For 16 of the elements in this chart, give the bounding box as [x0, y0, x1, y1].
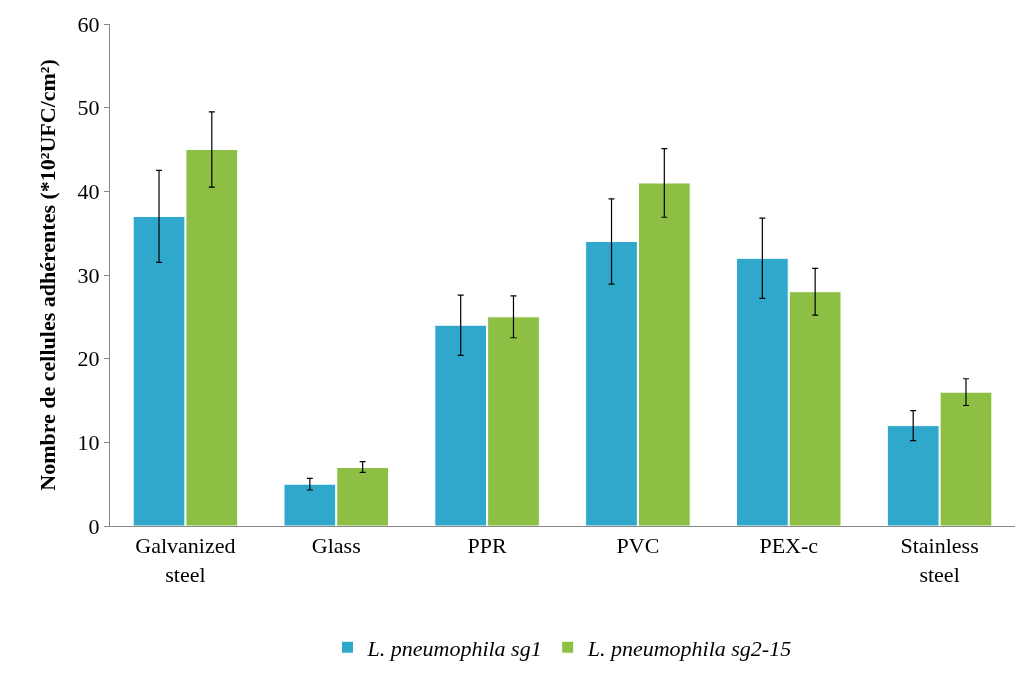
x-tick-label: PPR — [467, 533, 507, 559]
y-tick-label: 0 — [88, 513, 100, 539]
x-tick-label: PVC — [616, 533, 660, 559]
y-tick-label: 60 — [77, 11, 100, 37]
y-tick-label: 10 — [77, 430, 100, 456]
x-tick-label: Stainless steel — [900, 533, 979, 587]
legend-label: L. pneumophila sg1 — [366, 635, 542, 661]
x-tick-label: PEX-c — [759, 533, 819, 559]
legend-label: L. pneumophila sg2-15 — [586, 635, 792, 661]
y-tick-label: 30 — [77, 262, 100, 288]
y-tick-label: 40 — [77, 179, 100, 205]
y-tick-label: 50 — [77, 95, 100, 121]
y-tick-label: 20 — [77, 346, 100, 372]
y-axis-title: Nombre de cellules adhérentes (*10²UFC/cm²) — [35, 59, 61, 491]
x-tick-label: Galvanized steel — [135, 533, 236, 587]
x-tick-label: Glass — [311, 533, 361, 559]
